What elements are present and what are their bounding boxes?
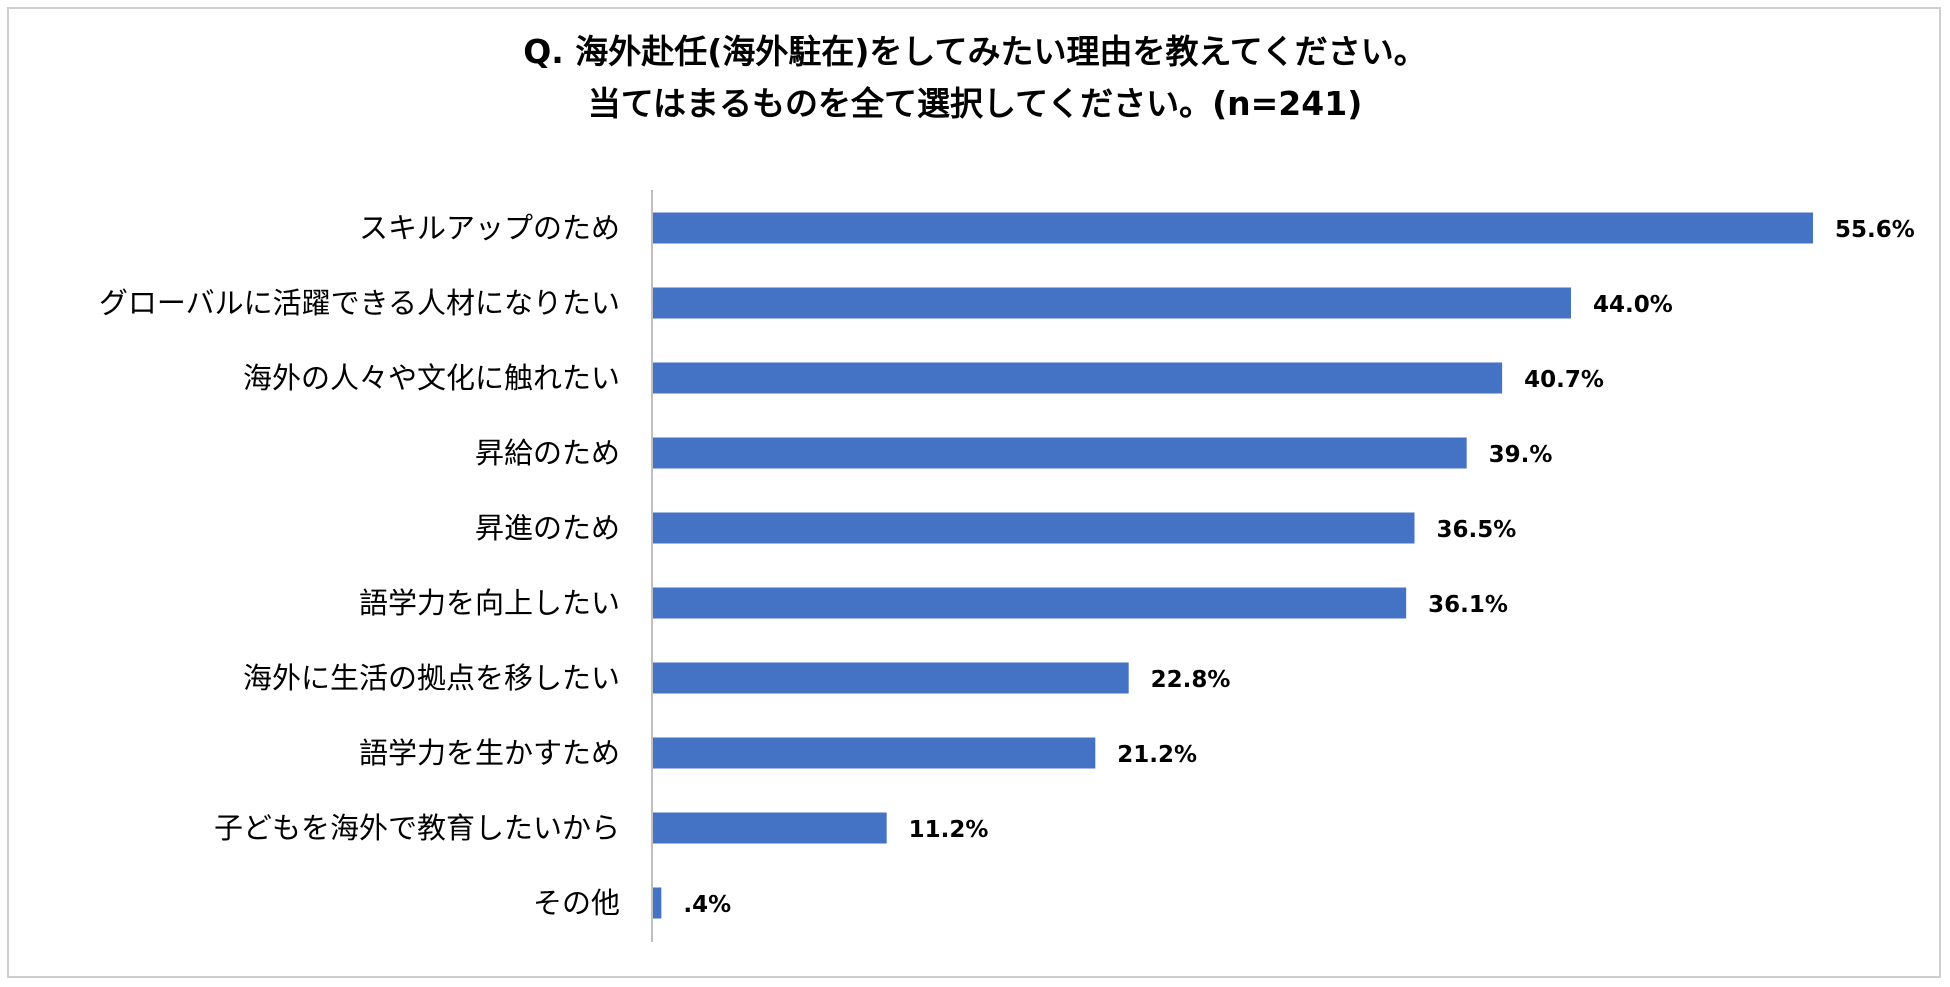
value-label: 55.6% [1835, 217, 1915, 243]
category-label: 昇給のため [475, 436, 620, 470]
category-label: スキルアップのため [359, 211, 620, 245]
chart-title: Q. 海外赴任(海外駐在)をしてみたい理由を教えてください。 [523, 32, 1427, 71]
bar [653, 362, 1503, 394]
bar [653, 662, 1129, 694]
bar [653, 212, 1813, 244]
value-label: 11.2% [909, 817, 989, 843]
category-label: 子どもを海外で教育したいから [214, 811, 620, 845]
value-label: 21.2% [1117, 742, 1197, 768]
category-label: 語学力を生かすため [359, 736, 620, 770]
bar [653, 512, 1415, 544]
chart-subtitle: 当てはまるものを全て選択してください。(n=241) [587, 84, 1363, 123]
bar [653, 437, 1467, 469]
category-label: 語学力を向上したい [359, 586, 620, 620]
bar [653, 287, 1571, 319]
bar [653, 887, 662, 919]
value-label: 39.% [1489, 442, 1553, 468]
bar [653, 812, 887, 844]
value-label: 22.8% [1151, 667, 1231, 693]
chart-frame [7, 7, 1941, 978]
value-label: 44.0% [1593, 292, 1673, 318]
chart-title-block: Q. 海外赴任(海外駐在)をしてみたい理由を教えてください。 当てはまるものを全… [0, 26, 1950, 130]
bar [653, 737, 1096, 769]
category-label: 海外の人々や文化に触れたい [243, 361, 620, 395]
category-label: その他 [533, 886, 620, 920]
value-label: 40.7% [1524, 367, 1604, 393]
category-label: 昇進のため [475, 511, 620, 545]
value-label: 36.1% [1428, 592, 1508, 618]
bar [653, 587, 1407, 619]
value-label: .4% [683, 892, 731, 918]
category-label: グローバルに活躍できる人材になりたい [99, 286, 620, 320]
category-label: 海外に生活の拠点を移したい [243, 661, 620, 695]
value-label: 36.5% [1437, 517, 1517, 543]
